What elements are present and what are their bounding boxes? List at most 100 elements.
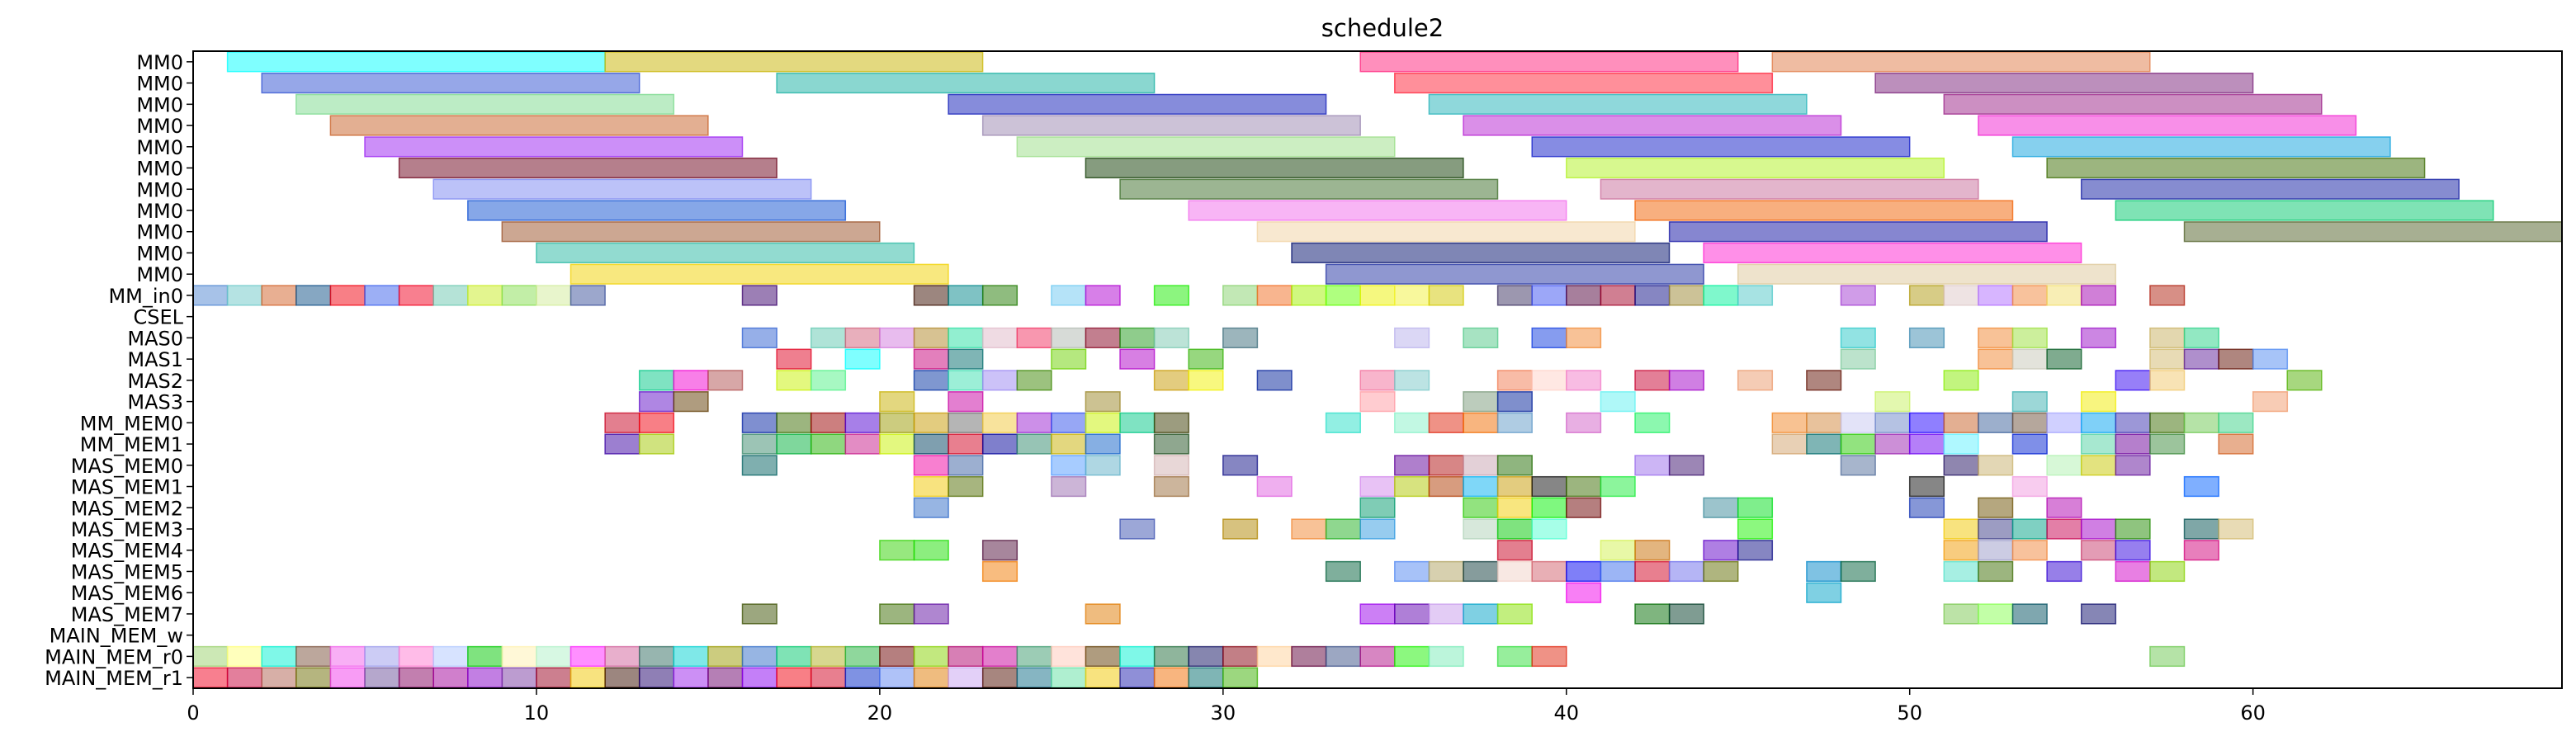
task-bar — [2115, 433, 2151, 455]
task-bar — [913, 455, 949, 476]
task-bar — [1325, 263, 1704, 285]
task-bar — [1016, 433, 1052, 455]
task-bar — [1840, 348, 1876, 370]
task-bar — [1600, 285, 1636, 306]
task-bar — [1908, 433, 1945, 455]
task-bar — [1703, 497, 1739, 518]
task-bar — [810, 327, 847, 349]
task-bar — [1359, 51, 1739, 73]
task-bar — [673, 645, 709, 668]
x-tick-label: 60 — [2240, 701, 2266, 725]
task-bar — [707, 645, 744, 668]
task-bar — [948, 645, 984, 668]
task-bar — [2046, 497, 2082, 518]
task-bar — [501, 645, 537, 668]
task-bar — [1051, 667, 1087, 688]
task-bar — [1978, 497, 2014, 518]
y-tick-label: MM0 — [136, 178, 183, 201]
task-bar — [1978, 412, 2014, 433]
task-bar — [741, 645, 778, 668]
y-tick-label: MAS_MEM5 — [71, 560, 183, 583]
task-bar — [2011, 136, 2391, 158]
task-bar — [467, 667, 503, 688]
task-bar — [981, 667, 1019, 688]
task-bar — [1085, 412, 1121, 433]
task-bar — [1496, 497, 1533, 518]
task-bar — [1496, 475, 1533, 498]
task-bar — [1943, 93, 2323, 115]
y-tick-label: MAS0 — [127, 327, 183, 350]
task-bar — [638, 667, 675, 688]
task-bar — [913, 370, 949, 391]
task-bar — [810, 412, 847, 433]
task-bar — [1119, 348, 1156, 370]
task-bar — [844, 348, 881, 370]
task-bar — [432, 285, 469, 306]
task-bar — [2080, 327, 2117, 349]
y-tick-label: MM_in0 — [108, 285, 183, 308]
task-bar — [1428, 285, 1464, 306]
task-bar — [1222, 455, 1259, 476]
task-bar — [364, 667, 400, 688]
task-bar — [673, 391, 709, 413]
task-bar — [1153, 455, 1189, 476]
task-bar — [638, 412, 675, 433]
task-bar — [1256, 221, 1636, 243]
task-bar — [1943, 560, 1979, 583]
task-bar — [1496, 603, 1533, 625]
task-bar — [1531, 136, 1911, 158]
task-bar — [1978, 348, 2014, 370]
task-bar — [879, 391, 915, 413]
task-bar — [1908, 285, 1945, 306]
task-bar — [2115, 518, 2151, 540]
task-bar — [776, 645, 812, 668]
task-bar — [948, 348, 984, 370]
task-bar — [2080, 178, 2460, 200]
task-bar — [2183, 518, 2219, 540]
task-bar — [673, 370, 709, 391]
y-tick-label: MM0 — [136, 242, 183, 265]
y-tick-label: MAS_MEM3 — [71, 518, 183, 541]
task-bar — [2149, 560, 2186, 583]
task-bar — [1463, 455, 1499, 476]
task-bar — [2080, 603, 2117, 625]
task-bar — [1496, 455, 1533, 476]
task-bar — [1085, 455, 1121, 476]
task-bar — [981, 645, 1019, 668]
task-bar — [741, 455, 778, 476]
task-bar — [1051, 327, 1087, 349]
task-bar — [1566, 475, 1602, 498]
task-bar — [2218, 348, 2254, 370]
x-axis-ticks: 0 10 20 30 40 50 60 — [187, 688, 2266, 725]
task-bar — [1085, 667, 1121, 688]
task-bar — [2080, 433, 2117, 455]
task-bar — [364, 645, 400, 668]
task-bar — [226, 667, 262, 688]
task-bar — [536, 285, 572, 306]
task-bar — [1566, 370, 1602, 391]
task-bar — [1668, 221, 2048, 243]
task-bar — [776, 412, 812, 433]
task-bar — [981, 433, 1019, 455]
task-bar — [1463, 327, 1499, 349]
task-bar — [1085, 391, 1121, 413]
task-bar — [810, 667, 847, 688]
task-bar — [604, 645, 640, 668]
y-tick-label: MM0 — [136, 221, 183, 244]
task-bar — [1153, 412, 1189, 433]
task-bar — [1291, 242, 1671, 264]
task-bar — [329, 667, 366, 688]
task-bar — [1188, 667, 1224, 688]
task-bar — [879, 667, 915, 688]
task-bar — [604, 667, 640, 688]
task-bar — [1874, 391, 1911, 413]
task-bar — [1394, 285, 1430, 306]
task-bar — [364, 285, 400, 306]
task-bar — [981, 327, 1019, 349]
task-bar — [261, 73, 640, 94]
task-bar — [1153, 285, 1189, 306]
task-bar — [1943, 518, 1979, 540]
task-bar — [1600, 560, 1636, 583]
task-bar — [1256, 475, 1293, 498]
